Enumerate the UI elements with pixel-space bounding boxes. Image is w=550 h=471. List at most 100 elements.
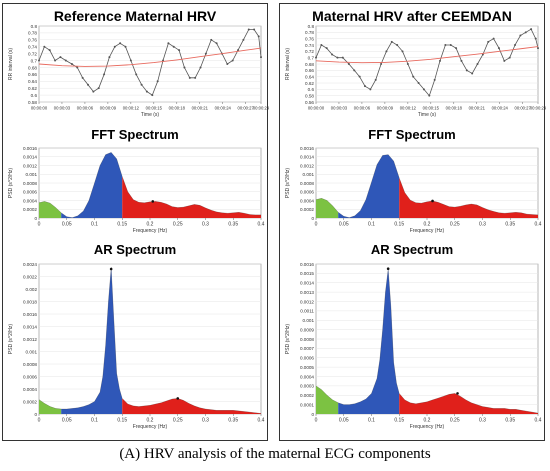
x-tick-label: 00:00:24 [215,106,232,111]
y-tick-label: 0.0002 [23,207,37,212]
x-tick-label: 0 [315,418,318,424]
x-tick-label: 0.4 [258,418,265,424]
y-tick-label: 0.0004 [300,198,314,203]
y-tick-label: 0.0006 [300,356,314,361]
hf-band-area [399,177,538,218]
y-tick-label: 0.72 [28,51,37,56]
fft-spectrum-chart: 0 0.0002 0.0004 0.0006 0.0008 0.001 0.0012 0.00… [285,146,542,234]
data-point [417,82,420,84]
lf-band-area [338,154,400,218]
y-tick-label: 0.0024 [23,262,37,267]
x-tick-label: 00:00:21 [469,106,486,111]
y-tick-label: 0.0006 [23,374,37,379]
x-tick-label: 0.05 [339,222,349,228]
x-tick-label: 0.2 [424,418,431,424]
hf-band-area [122,398,261,414]
lf-band-area [61,267,123,414]
x-tick-label: 00:00:15 [423,106,440,111]
plot-area [38,25,262,103]
figure-caption: (A) HRV analysis of the maternal ECG com… [119,446,431,462]
y-tick-label: 0.68 [28,65,37,70]
y-tick-label: 0.0012 [300,299,314,304]
data-point [385,50,388,53]
data-point [64,59,67,62]
peak-marker [151,200,155,203]
data-point [210,38,213,41]
data-point [444,44,447,46]
data-point [194,76,197,79]
ar-title: AR Spectrum [93,242,177,257]
data-point [76,66,79,69]
data-point [108,56,111,59]
data-point [519,34,522,37]
x-tick-label: 00:00:00 [31,106,48,111]
y-tick-label: 0.0006 [300,190,314,195]
x-axis-label: Frequency (Hz) [410,424,445,430]
x-tick-label: 0.3 [202,222,209,228]
x-tick-label: 0.2 [424,222,431,228]
y-tick-label: 0.0004 [23,387,37,392]
data-point [199,66,202,69]
x-tick-label: 0.4 [535,222,542,228]
data-point [390,40,393,43]
y-tick-label: 0.0008 [300,181,314,186]
y-tick-label: 0.0016 [300,262,314,267]
data-point [135,73,138,76]
data-point [92,90,95,93]
y-tick-label: 0.0022 [23,274,37,279]
x-tick-label: 0.25 [173,222,183,228]
data-point [487,40,490,43]
x-axis-label: Time (s) [141,112,159,118]
y-axis-label: RR interval (s) [8,48,14,80]
x-tick-label: 00:00:15 [146,106,163,111]
data-point [471,72,474,75]
y-tick-label: 0.0003 [300,384,314,389]
data-point [439,59,442,62]
y-tick-label: 0.68 [305,62,314,67]
x-tick-label: 0.4 [535,418,542,424]
ar-title: AR Spectrum [370,242,454,257]
data-point [188,76,191,79]
y-tick-label: 0.0014 [23,155,37,160]
x-tick-label: 0.4 [258,222,265,228]
x-tick-label: 00:00:27 [515,106,532,111]
x-tick-label: 0.3 [202,418,209,424]
x-axis-label: Frequency (Hz) [133,424,168,430]
hf-band-area [122,176,261,218]
y-tick-label: 0.58 [305,93,314,98]
data-point [215,42,218,45]
y-tick-label: 0.0014 [300,155,314,160]
peak-marker [109,267,113,271]
y-tick-label: 0.8 [308,24,315,29]
data-point [151,94,154,97]
fft-spectrum-chart: 0 0.0002 0.0004 0.0006 0.0008 0.001 0.0012 0.00… [8,146,265,234]
x-tick-label: 0.2 [147,222,154,228]
vlf-band-area [316,385,339,414]
y-tick-label: 0 [34,216,37,221]
y-tick-label: 0.0004 [300,374,314,379]
data-point [481,53,484,56]
y-tick-label: 0.62 [28,86,37,91]
data-point [406,63,409,65]
x-tick-label: 0.3 [479,222,486,228]
y-tick-label: 0.7 [31,58,38,63]
y-tick-label: 0.74 [28,45,37,50]
y-axis-label: PSD (s^2/Hz) [8,168,14,198]
data-point [508,56,511,59]
data-point [113,45,116,48]
x-tick-label: 00:00:03 [54,106,71,111]
x-tick-label: 0.3 [479,418,486,424]
data-point [48,49,51,52]
x-tick-label: 0.35 [228,418,238,424]
y-tick-label: 0.76 [28,38,37,43]
panel-ceemdan: Maternal HRV after CEEMDAN FFT Spectrum … [279,3,547,441]
y-tick-label: 0.0016 [23,312,37,317]
y-tick-label: 0.0012 [300,163,314,168]
ar-spectrum-chart: 0 0.0001 0.0002 0.0003 0.0004 0.0005 0.0006 0.0… [285,262,542,430]
data-point [315,56,317,59]
vlf-band-area [39,399,62,414]
x-tick-label: 00:00:27 [238,106,255,111]
y-tick-label: 0.0007 [300,346,314,351]
x-tick-label: 00:00:06 [354,106,371,111]
x-tick-label: 00:00:29 [530,106,547,111]
